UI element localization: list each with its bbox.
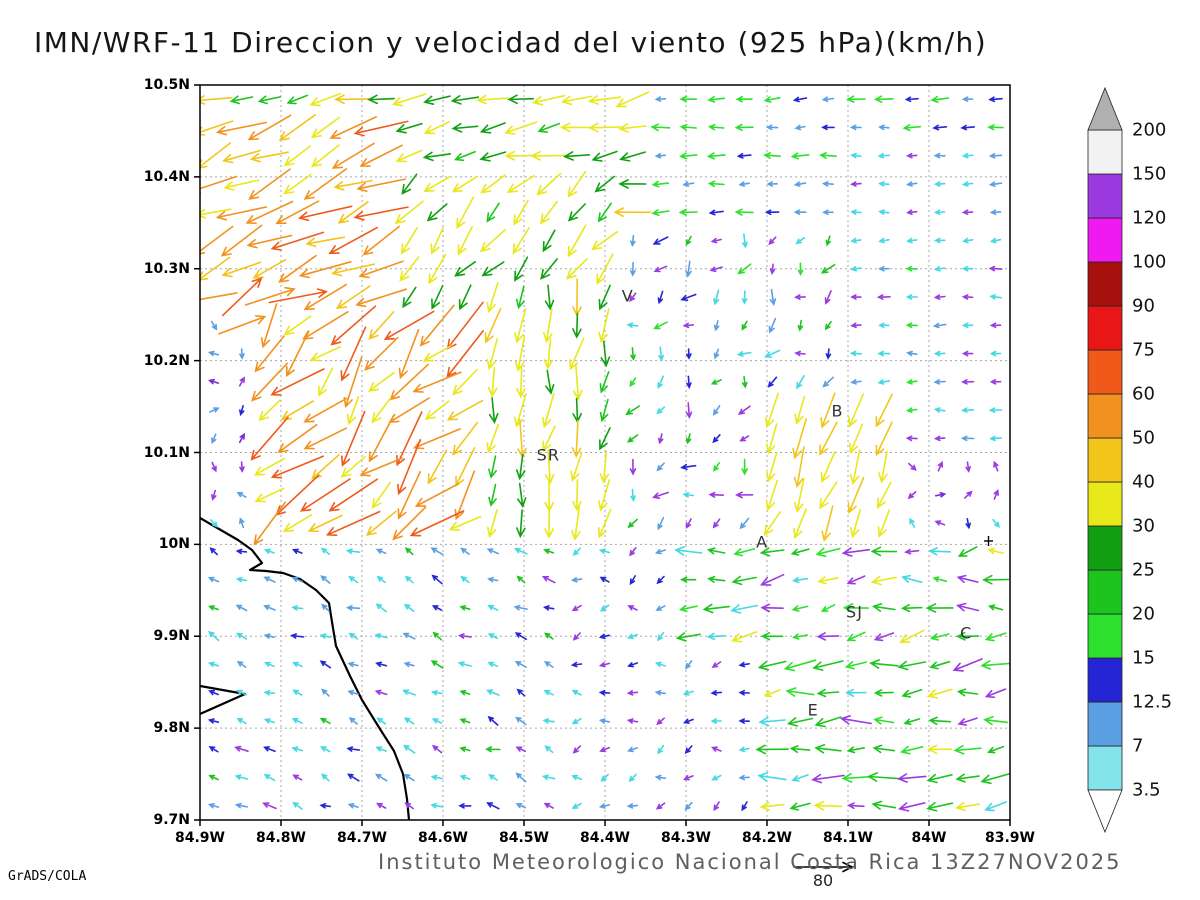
y-tick-label: 9.8N <box>153 720 190 737</box>
station-label-v: V <box>621 286 634 306</box>
grads-credit: GrADS/COLA <box>8 869 87 884</box>
footer-caption: Instituto Meteorologico Nacional Costa R… <box>378 850 1122 874</box>
station-marker-cross <box>984 536 993 546</box>
x-tick-label: 84W <box>911 830 947 846</box>
colorbar-label: 75 <box>1132 339 1155 361</box>
colorbar-label: 100 <box>1132 251 1167 273</box>
colorbar-label: 20 <box>1132 603 1155 625</box>
colorbar-under-arrow <box>1087 789 1123 834</box>
x-tick-label: 84.2W <box>742 830 792 846</box>
colorbar-label: 30 <box>1132 515 1155 537</box>
colorbar-label: 120 <box>1132 207 1167 229</box>
station-label-e: E <box>807 700 819 720</box>
colorbar-label: 7 <box>1132 735 1144 757</box>
grid-lines <box>200 85 1010 820</box>
wind-vectors <box>200 91 1010 812</box>
station-label-b: B <box>831 401 844 421</box>
x-tick-label: 84.4W <box>580 830 630 846</box>
colorbar-label: 15 <box>1132 647 1155 669</box>
x-tick-label: 84.1W <box>823 830 873 846</box>
y-tick-label: 10.4N <box>143 168 190 185</box>
y-tick-label: 10.3N <box>143 260 190 277</box>
station-label-c: C <box>960 623 973 643</box>
station-label-a: A <box>756 532 769 552</box>
colorbar-label: 60 <box>1132 383 1155 405</box>
y-tick-label: 10.2N <box>143 352 190 369</box>
reference-vector-arrow <box>793 861 854 873</box>
x-tick-label: 84.7W <box>337 830 387 846</box>
station-label-sj: SJ <box>846 602 863 622</box>
plot-border <box>199 84 1011 821</box>
colorbar-label: 25 <box>1132 559 1155 581</box>
x-tick-label: 84.8W <box>256 830 306 846</box>
axis-ticks <box>194 84 1011 826</box>
colorbar-label: 12.5 <box>1132 691 1173 713</box>
chart-title: IMN/WRF-11 Direccion y velocidad del vie… <box>34 26 988 59</box>
y-tick-label: 9.9N <box>153 628 190 645</box>
colorbar-over-arrow <box>1087 86 1123 131</box>
colorbar-label: 50 <box>1132 427 1155 449</box>
x-tick-label: 84.5W <box>499 830 549 846</box>
reference-vector-label: 80 <box>812 871 834 890</box>
x-tick-label: 84.3W <box>661 830 711 846</box>
y-tick-label: 10.5N <box>143 77 190 93</box>
colorbar <box>1087 86 1123 834</box>
y-tick-label: 10N <box>158 536 190 553</box>
y-tick-label: 9.7N <box>153 812 190 828</box>
colorbar-label: 40 <box>1132 471 1155 493</box>
colorbar-label: 3.5 <box>1132 779 1161 801</box>
x-tick-label: 84.6W <box>418 830 468 846</box>
x-tick-label: 84.9W <box>175 830 225 846</box>
colorbar-label: 150 <box>1132 163 1167 185</box>
station-label-sr: SR <box>536 445 560 465</box>
colorbar-label: 90 <box>1132 295 1155 317</box>
colorbar-label: 200 <box>1132 119 1167 141</box>
y-tick-label: 10.1N <box>143 444 190 461</box>
x-tick-label: 83.9W <box>985 830 1035 846</box>
